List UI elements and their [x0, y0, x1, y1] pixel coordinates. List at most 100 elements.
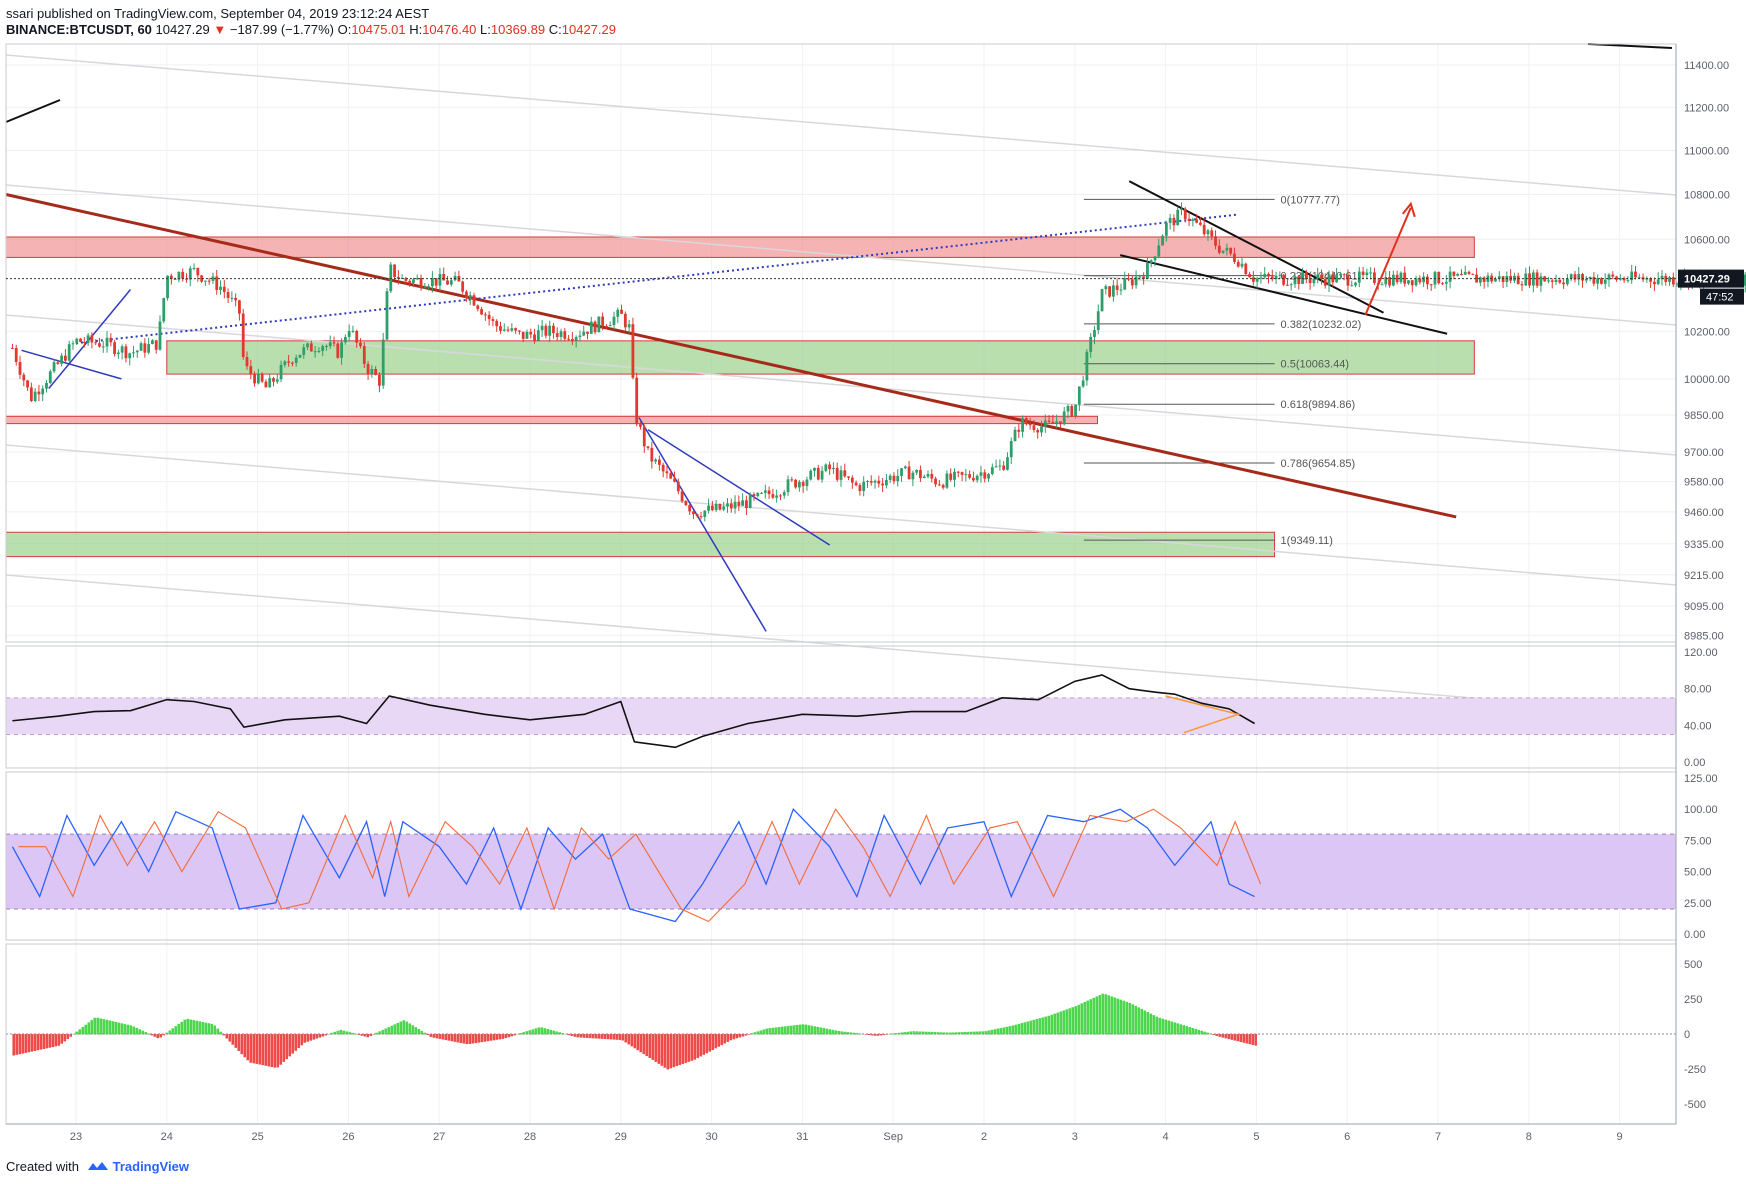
candle-body — [355, 330, 359, 343]
candle-body — [911, 472, 915, 480]
momentum-bar — [1092, 997, 1096, 1035]
momentum-bar — [672, 1034, 676, 1068]
candle-body — [1456, 274, 1460, 276]
candle-body — [1183, 208, 1187, 219]
momentum-bar — [465, 1034, 469, 1045]
candle-body — [797, 481, 801, 488]
momentum-bar — [828, 1029, 832, 1035]
falling-wedge-line — [647, 429, 831, 546]
momentum-bar — [930, 1031, 934, 1035]
candle-body — [945, 473, 949, 488]
momentum-bar — [948, 1032, 952, 1035]
candle-body — [1153, 256, 1157, 261]
rsi-line — [12, 674, 1255, 749]
momentum-bar — [1005, 1026, 1009, 1035]
momentum-bar — [678, 1034, 682, 1066]
momentum-bar — [234, 1034, 238, 1048]
momentum-bar — [726, 1034, 730, 1042]
momentum-bar — [924, 1031, 928, 1035]
candle-body — [306, 343, 309, 348]
momentum-bar — [795, 1025, 799, 1035]
candle-body — [1494, 278, 1497, 282]
candle-body — [1142, 276, 1146, 279]
momentum-bar — [942, 1032, 946, 1035]
candle-body — [536, 330, 540, 341]
candle-body — [813, 467, 816, 471]
momentum-bar — [921, 1031, 925, 1035]
candle-body — [896, 475, 900, 482]
candle-body — [256, 373, 260, 384]
time-tick-label: 23 — [70, 1131, 82, 1143]
momentum-bar — [99, 1018, 103, 1035]
candle-body — [616, 309, 620, 317]
candle-body — [317, 350, 321, 352]
fib-level-label: 1(9349.11) — [1281, 535, 1333, 547]
candle-body — [567, 338, 570, 340]
momentum-bar — [741, 1034, 745, 1037]
stoch-tick-label: 75.00 — [1684, 835, 1712, 847]
momentum-bar — [54, 1034, 58, 1047]
candle-body — [1482, 277, 1486, 282]
candle-body — [968, 474, 972, 478]
momentum-bar — [987, 1030, 991, 1035]
candle-body — [1229, 247, 1233, 254]
momentum-bar — [1203, 1031, 1207, 1035]
candle-body — [1282, 274, 1286, 285]
momentum-bar — [69, 1034, 73, 1037]
candle-body — [499, 326, 502, 331]
candle-body — [782, 492, 786, 496]
candle-body — [597, 316, 601, 333]
symbol-ohlc-line: BINANCE:BTCUSDT, 60 10427.29 ▼ −187.99 (… — [6, 22, 616, 37]
candle-body — [703, 510, 707, 518]
momentum-bar — [408, 1023, 412, 1035]
candle-body — [1066, 406, 1070, 412]
momentum-bar — [1011, 1025, 1015, 1035]
momentum-bar — [753, 1032, 757, 1035]
candle-body — [987, 474, 990, 479]
candle-body — [313, 351, 317, 353]
candle-body — [1664, 275, 1668, 282]
momentum-bar — [1059, 1011, 1063, 1035]
momentum-bar — [570, 1034, 574, 1036]
trading-chart[interactable]: 0(10777.77)0.236(10440.61)0.382(10232.02… — [0, 0, 1746, 1160]
momentum-bar — [606, 1034, 610, 1040]
momentum-bar — [171, 1028, 175, 1035]
momentum-bar — [951, 1032, 955, 1035]
momentum-bar — [813, 1026, 817, 1035]
momentum-bar — [255, 1034, 259, 1064]
diagonal-guide-lines — [5, 54, 1677, 716]
momentum-bar — [1029, 1020, 1033, 1035]
candle-body — [309, 343, 313, 352]
candle-body — [915, 469, 919, 473]
momentum-bar — [501, 1034, 505, 1039]
candle-body — [1202, 224, 1206, 235]
momentum-bar — [1047, 1015, 1051, 1035]
candle-body — [427, 286, 431, 288]
momentum-bar — [75, 1031, 79, 1035]
momentum-bar — [288, 1034, 292, 1057]
candle-body — [1331, 274, 1335, 283]
candle-body — [1634, 271, 1637, 278]
momentum-bar — [216, 1028, 220, 1035]
candle-body — [620, 309, 623, 314]
candle-body — [1388, 277, 1391, 286]
momentum-bar — [867, 1034, 871, 1036]
momentum-bar — [264, 1034, 268, 1066]
candle-body — [816, 467, 820, 480]
momentum-bar — [144, 1032, 148, 1035]
momentum-bar — [738, 1034, 742, 1038]
momentum-bar — [633, 1034, 637, 1049]
candle-body — [1043, 420, 1047, 427]
candle-body — [1180, 208, 1183, 210]
momentum-bar — [381, 1029, 385, 1035]
momentum-bar — [207, 1023, 211, 1035]
momentum-bar — [963, 1031, 967, 1035]
momentum-bar — [132, 1026, 136, 1035]
candle-body — [1437, 271, 1441, 284]
candle-body — [866, 481, 869, 483]
candle-body — [41, 388, 45, 395]
momentum-bar — [1239, 1034, 1243, 1043]
momentum-bar — [1020, 1023, 1024, 1035]
momentum-bar — [534, 1028, 538, 1035]
momentum-bar — [504, 1034, 508, 1039]
